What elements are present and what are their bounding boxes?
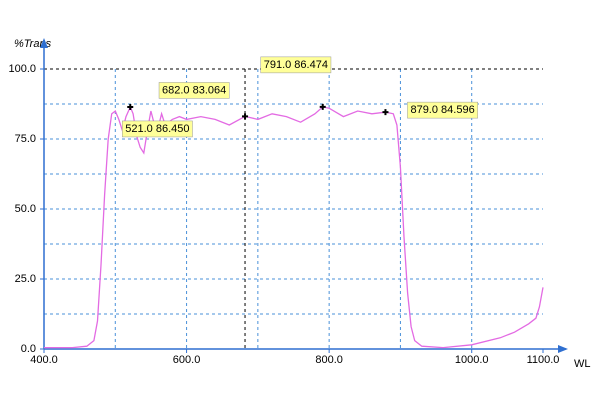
- x-tick-label: 400.0: [30, 354, 58, 366]
- y-tick-label: 75.0: [15, 133, 36, 145]
- y-tick-label: 25.0: [15, 273, 36, 285]
- annotation-marker: [127, 103, 134, 110]
- spectrum-line: [44, 105, 544, 349]
- annotation-marker: [242, 113, 249, 120]
- x-tick-label: 600.0: [173, 354, 201, 366]
- y-tick-label: 50.0: [15, 203, 36, 215]
- annotation-box: [158, 82, 230, 99]
- y-tick-label: 100.0: [8, 63, 36, 75]
- x-tick-label: 1100.0: [527, 354, 560, 366]
- annotation-marker: [319, 103, 326, 110]
- x-axis-label: WL: [574, 358, 591, 370]
- annotation-box: [260, 56, 332, 74]
- annotation-box: [122, 120, 193, 138]
- annotation-label: 791.0 86.474: [264, 59, 328, 71]
- y-axis-arrow: [40, 38, 48, 48]
- annotation-box: [407, 101, 478, 119]
- annotation-label: 879.0 84.596: [410, 104, 474, 116]
- x-axis-arrow: [558, 345, 568, 353]
- x-tick-label: 1000.0: [455, 354, 489, 366]
- x-tick-label: 800.0: [315, 354, 343, 366]
- annotation-label: 521.0 86.450: [125, 123, 189, 135]
- annotation-marker: [382, 109, 389, 116]
- annotation-label: 682.0 83.064: [162, 84, 226, 96]
- y-tick-label: 0.0: [21, 343, 36, 355]
